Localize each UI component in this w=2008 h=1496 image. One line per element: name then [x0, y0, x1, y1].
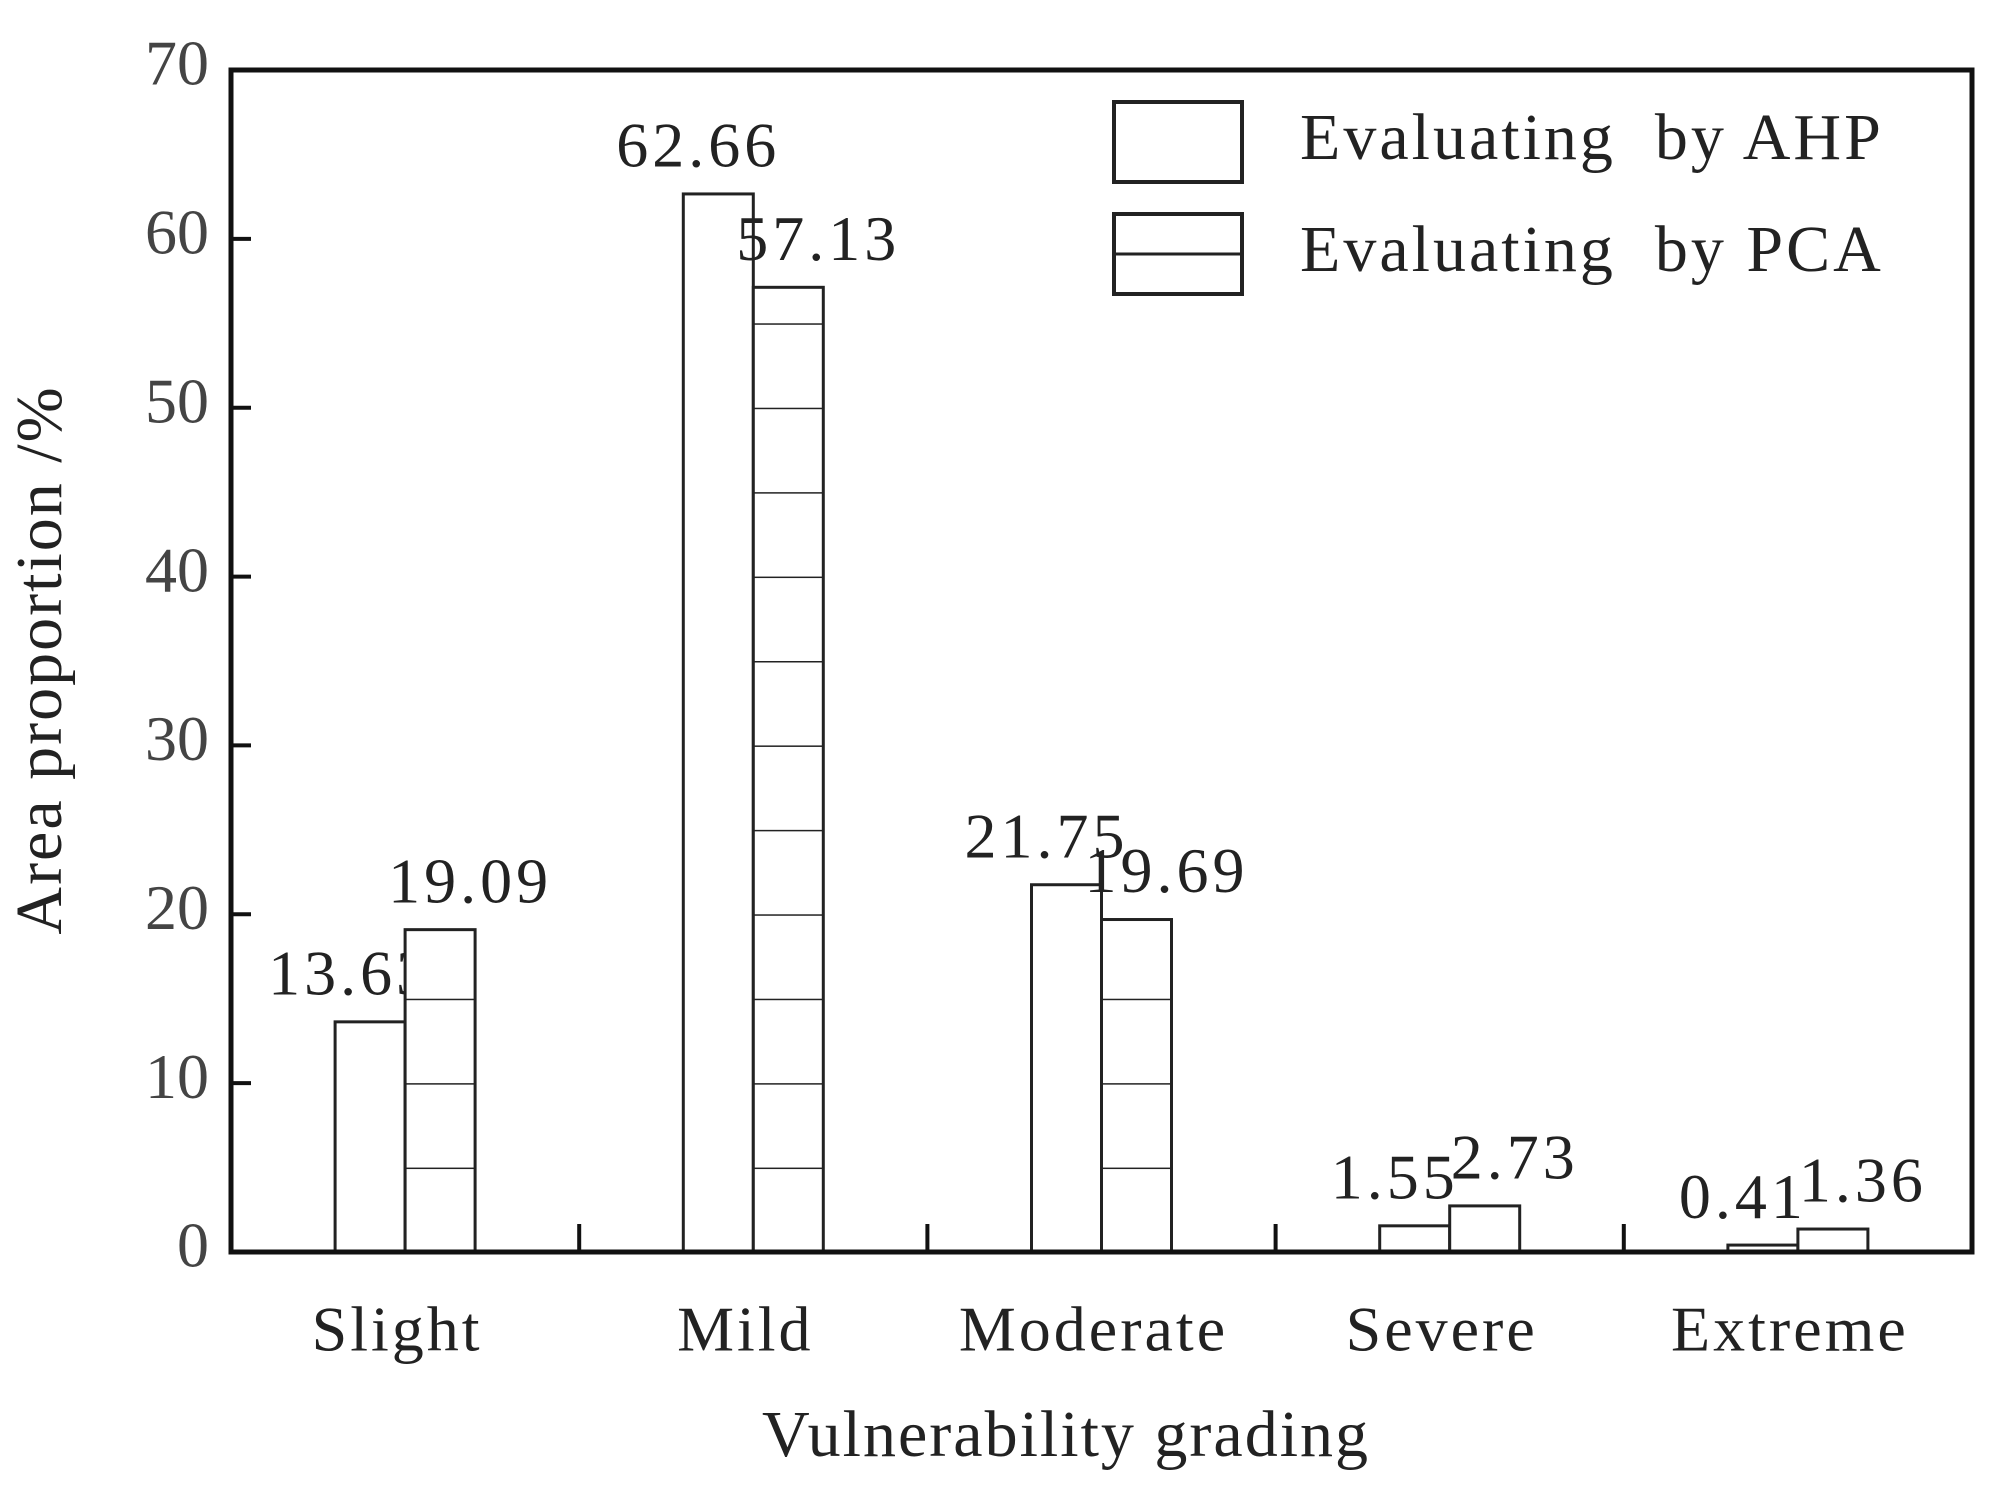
bar	[681, 192, 755, 1254]
y-tick-label: 50	[145, 365, 209, 436]
bar	[1100, 918, 1173, 1254]
y-tick-label: 40	[145, 534, 209, 605]
y-axis-title: Area proportion /%	[3, 385, 76, 934]
bar	[751, 285, 825, 1254]
value-label: 1.55	[1331, 1142, 1459, 1213]
value-label: 21.75	[965, 800, 1129, 871]
legend-label: Evaluating by AHP	[1300, 101, 1884, 174]
x-axis-title: Vulnerability grading	[762, 1398, 1370, 1471]
y-tick-label: 10	[145, 1041, 209, 1112]
value-label: 19.09	[388, 845, 552, 916]
x-tick-label: Moderate	[959, 1294, 1228, 1365]
bar	[1378, 1224, 1452, 1254]
y-tick-label: 30	[145, 703, 209, 774]
legend-swatch	[1112, 100, 1244, 184]
value-label: 19.69	[1085, 835, 1249, 906]
value-label: 2.73	[1451, 1122, 1579, 1193]
x-tick-label: Extreme	[1671, 1294, 1909, 1365]
value-label: 62.66	[616, 110, 780, 181]
value-label: 57.13	[736, 203, 900, 274]
y-tick-label: 20	[145, 872, 209, 943]
bar	[1448, 1204, 1522, 1254]
bar	[1030, 883, 1103, 1254]
bar	[1796, 1227, 1870, 1254]
y-tick-label: 0	[177, 1210, 209, 1281]
value-label: 13.63	[268, 938, 432, 1009]
bar	[333, 1020, 407, 1254]
x-tick-label: Severe	[1346, 1294, 1538, 1365]
x-tick-label: Mild	[677, 1294, 813, 1365]
plot-frame	[228, 67, 1975, 1255]
y-tick-label: 60	[145, 197, 209, 268]
x-tick-label: Slight	[312, 1294, 483, 1365]
bar	[403, 928, 477, 1254]
value-label: 1.36	[1799, 1145, 1927, 1216]
value-label: 0.41	[1679, 1161, 1807, 1232]
legend-label: Evaluating by PCA	[1300, 213, 1884, 286]
y-tick-label: 70	[145, 28, 209, 99]
